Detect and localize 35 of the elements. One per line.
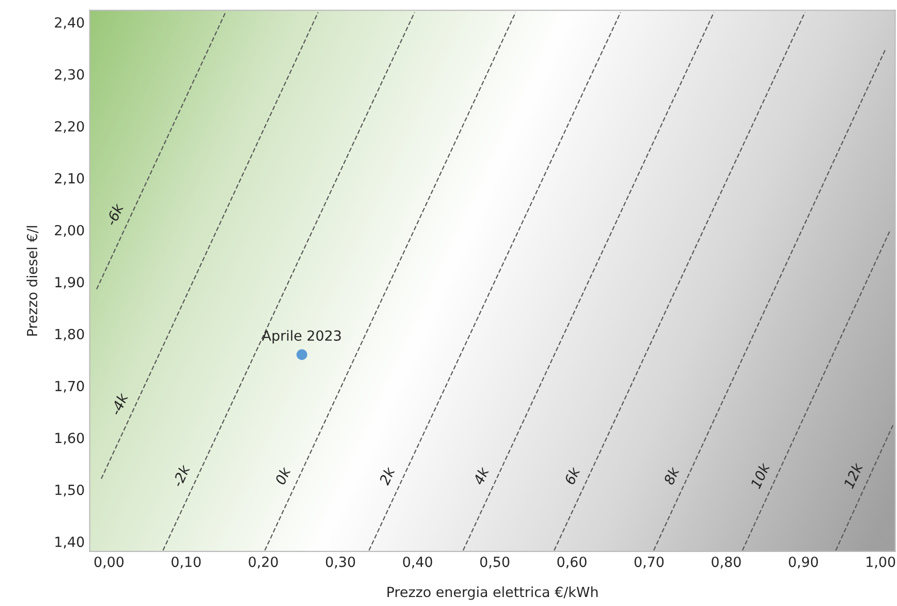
x-tick-label: 0,50 bbox=[480, 556, 510, 568]
x-tick-label: 0,10 bbox=[172, 556, 201, 568]
x-tick-label: 0,90 bbox=[788, 556, 818, 568]
text: -6k bbox=[105, 202, 124, 226]
x-tick-label: 0,60 bbox=[557, 556, 586, 568]
y-tick-label: 2,10 bbox=[54, 173, 84, 185]
annotation: Aprile 2023 bbox=[262, 330, 341, 344]
x-tick-label: 0,00 bbox=[94, 556, 124, 568]
x-tick-label: 0,80 bbox=[712, 556, 741, 568]
x-tick-label: 1,00 bbox=[866, 556, 896, 568]
x-tick-label: 0,70 bbox=[634, 556, 664, 568]
text: 4k bbox=[472, 466, 490, 486]
y-tick-label: 2,00 bbox=[54, 224, 84, 237]
y-axis-title: Prezzo diesel €/l bbox=[26, 226, 38, 336]
y-tick-label: 1,80 bbox=[55, 328, 84, 341]
text: 12k bbox=[843, 461, 864, 490]
x-axis-title: Prezzo energia elettrica €/kWh bbox=[388, 586, 598, 600]
text: -2k bbox=[172, 463, 190, 488]
y-tick-label: 1,90 bbox=[55, 276, 84, 289]
x-tick-label: 0,30 bbox=[326, 556, 355, 568]
text: 6k bbox=[564, 466, 581, 486]
y-tick-label: 1,60 bbox=[55, 432, 84, 445]
y-tick-label: 2,30 bbox=[54, 69, 84, 82]
y-tick-label: 1,50 bbox=[55, 484, 84, 497]
text: 10k bbox=[750, 462, 770, 490]
text: -4k bbox=[110, 392, 128, 416]
y-tick-label: 2,20 bbox=[54, 121, 84, 134]
text: 2k bbox=[378, 466, 396, 486]
y-tick-label: 2,40 bbox=[54, 17, 84, 30]
text: 8k bbox=[663, 466, 680, 486]
x-tick-label: 0,40 bbox=[403, 556, 432, 568]
y-tick-label: 1,70 bbox=[55, 380, 84, 393]
x-tick-label: 0,20 bbox=[248, 556, 278, 568]
y-tick-label: 1,40 bbox=[55, 536, 84, 548]
text: 0k bbox=[274, 466, 292, 486]
